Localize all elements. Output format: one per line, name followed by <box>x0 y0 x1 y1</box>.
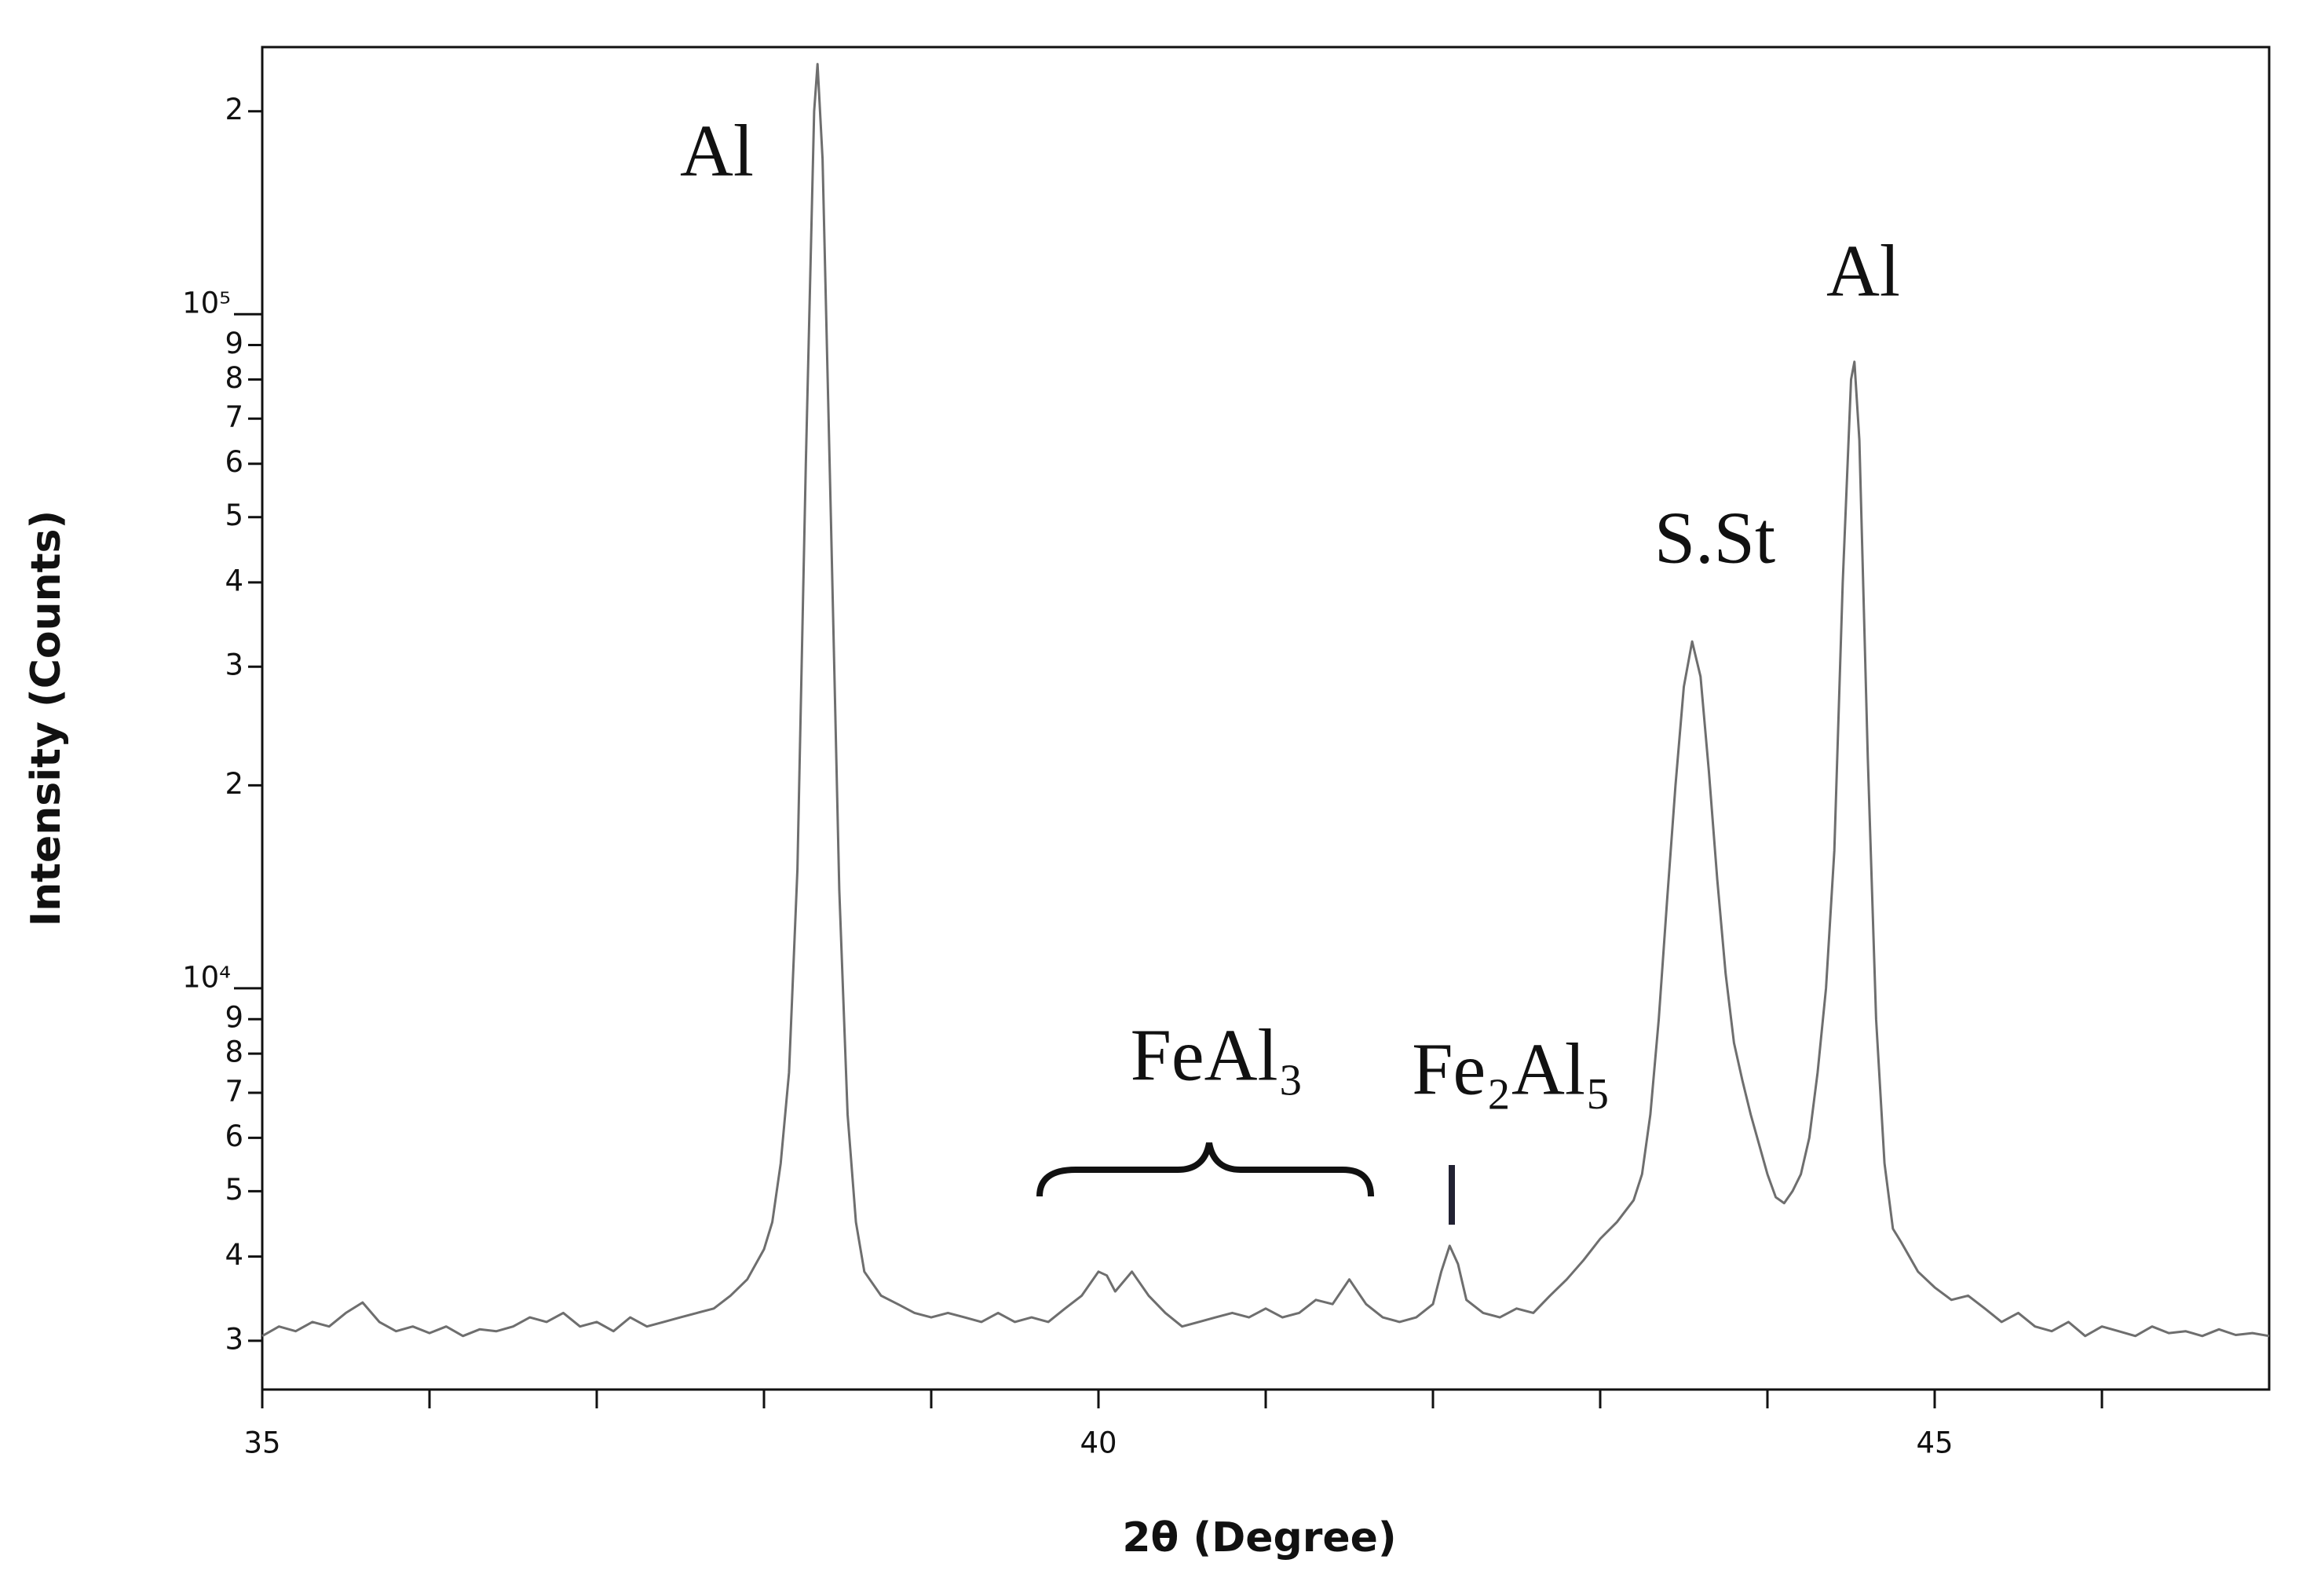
y-tick-label: 2 <box>225 93 243 126</box>
y-tick-label: 9 <box>225 1001 243 1035</box>
y-tick-label: 4 <box>225 564 243 597</box>
annotation: S.St <box>1654 498 1775 579</box>
y-tick-label: 5 <box>225 499 243 532</box>
brace <box>1036 1142 1374 1197</box>
y-tick-label: 10⁴ <box>182 960 231 994</box>
x-tick-label: 40 <box>1080 1426 1117 1460</box>
annotation: Fe₂Al₅ <box>1412 1029 1611 1111</box>
y-tick-label: 10⁵ <box>182 287 231 320</box>
plot-frame <box>261 46 2271 1391</box>
y-tick-label: 5 <box>225 1173 243 1207</box>
y-tick-label: 3 <box>225 648 243 682</box>
annotation: Al <box>680 111 754 192</box>
spectrum-line <box>261 63 2270 1338</box>
annotation: FeAl₃ <box>1131 1015 1304 1097</box>
y-tick-label: 6 <box>225 445 243 479</box>
y-tick-label: 4 <box>225 1238 243 1272</box>
y-axis-label: Intensity (Counts) <box>23 510 70 926</box>
y-tick-label: 9 <box>225 327 243 360</box>
x-tick-label: 35 <box>243 1426 280 1460</box>
y-tick-label: 7 <box>225 1074 243 1108</box>
x-axis-label: 2θ (Degree) <box>1122 1514 1396 1561</box>
y-tick-label: 7 <box>225 400 243 434</box>
annotation: Al <box>1826 231 1900 312</box>
y-tick-label: 3 <box>225 1322 243 1356</box>
y-tick-label: 6 <box>225 1119 243 1153</box>
y-tick-label: 8 <box>225 1035 243 1069</box>
y-tick-label: 8 <box>225 361 243 395</box>
x-tick-label: 45 <box>1916 1426 1953 1460</box>
y-tick-label: 2 <box>225 767 243 801</box>
